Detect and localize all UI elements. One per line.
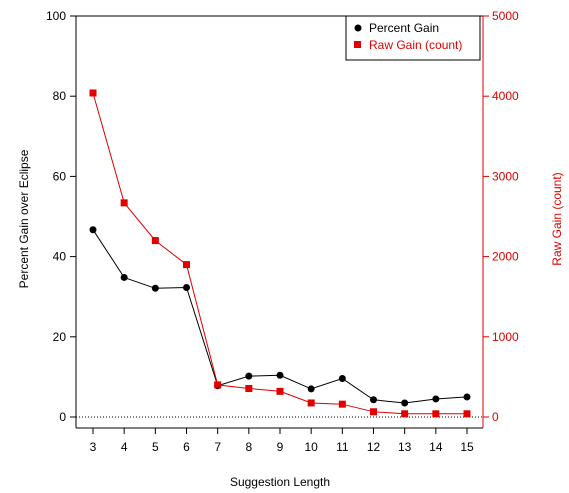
right-y-tick-label: 3000 — [492, 169, 519, 183]
data-point-raw-gain — [338, 400, 346, 408]
data-point-percent-gain — [276, 371, 284, 379]
right-y-tick-label: 1000 — [492, 330, 519, 344]
data-point-raw-gain — [276, 387, 284, 395]
data-point-percent-gain — [432, 395, 440, 403]
x-tick-label: 7 — [214, 440, 221, 454]
legend-box — [345, 15, 481, 61]
data-point-raw-gain — [245, 385, 253, 393]
data-point-percent-gain — [370, 396, 377, 404]
x-tick-label: 11 — [336, 440, 349, 454]
legend: Percent Gain Raw Gain (count) — [345, 15, 481, 61]
x-tick-label: 4 — [121, 440, 128, 454]
right-y-tick-label: 4000 — [492, 89, 519, 103]
data-point-raw-gain — [89, 89, 97, 97]
legend-marker-percent-gain — [354, 24, 362, 32]
x-tick-label: 15 — [460, 440, 474, 454]
data-point-percent-gain — [120, 273, 128, 281]
data-point-raw-gain — [183, 261, 190, 269]
legend-label-percent-gain: Percent Gain — [369, 21, 439, 35]
data-point-percent-gain — [151, 284, 159, 292]
x-tick-label: 6 — [183, 440, 190, 454]
data-point-percent-gain — [307, 385, 315, 393]
left-y-tick-label: 20 — [53, 330, 67, 344]
series-line-raw-gain — [92, 92, 467, 415]
left-y-tick-label: 40 — [53, 250, 67, 264]
x-axis-title: Suggestion Length — [230, 475, 330, 489]
left-y-tick-label: 80 — [53, 89, 67, 103]
x-tick-label: 12 — [367, 440, 381, 454]
left-y-tick-label: 60 — [53, 169, 67, 183]
x-tick-label: 13 — [398, 440, 412, 454]
data-point-percent-gain — [183, 283, 190, 291]
right-y-tick-label: 5000 — [492, 9, 519, 23]
x-tick-label: 5 — [152, 440, 159, 454]
data-point-raw-gain — [401, 410, 409, 418]
x-tick-label: 10 — [304, 440, 318, 454]
x-tick-label: 9 — [277, 440, 284, 454]
data-point-raw-gain — [463, 410, 471, 418]
data-point-raw-gain — [151, 237, 159, 245]
x-tick-label: 3 — [90, 440, 97, 454]
left-y-tick-label: 0 — [59, 410, 66, 424]
x-tick-label: 8 — [245, 440, 252, 454]
left-y-axis-title: Percent Gain over Eclipse — [17, 149, 31, 288]
right-y-axis-title: Raw Gain (count) — [550, 172, 564, 265]
data-point-percent-gain — [89, 226, 97, 234]
right-y-tick-label: 2000 — [492, 250, 519, 264]
series-layer — [89, 89, 471, 418]
data-point-percent-gain — [401, 399, 409, 407]
data-point-percent-gain — [338, 375, 346, 383]
data-point-raw-gain — [214, 381, 222, 389]
data-point-raw-gain — [307, 399, 315, 407]
data-point-raw-gain — [120, 199, 128, 207]
x-tick-label: 14 — [429, 440, 443, 454]
data-point-raw-gain — [432, 410, 440, 418]
data-point-percent-gain — [463, 393, 471, 401]
data-point-percent-gain — [245, 372, 253, 380]
right-y-tick-label: 0 — [492, 410, 499, 424]
legend-label-raw-gain: Raw Gain (count) — [369, 38, 462, 52]
data-point-raw-gain — [370, 408, 377, 416]
legend-marker-raw-gain — [354, 41, 361, 48]
left-y-tick-label: 100 — [46, 9, 66, 23]
